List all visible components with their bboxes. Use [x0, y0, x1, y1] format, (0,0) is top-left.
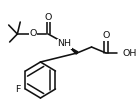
Text: O: O [44, 13, 52, 22]
Text: OH: OH [122, 48, 137, 58]
Text: NH: NH [58, 39, 72, 48]
Text: O: O [102, 32, 110, 40]
Text: O: O [29, 29, 36, 38]
Text: F: F [15, 84, 21, 94]
Polygon shape [69, 47, 78, 54]
